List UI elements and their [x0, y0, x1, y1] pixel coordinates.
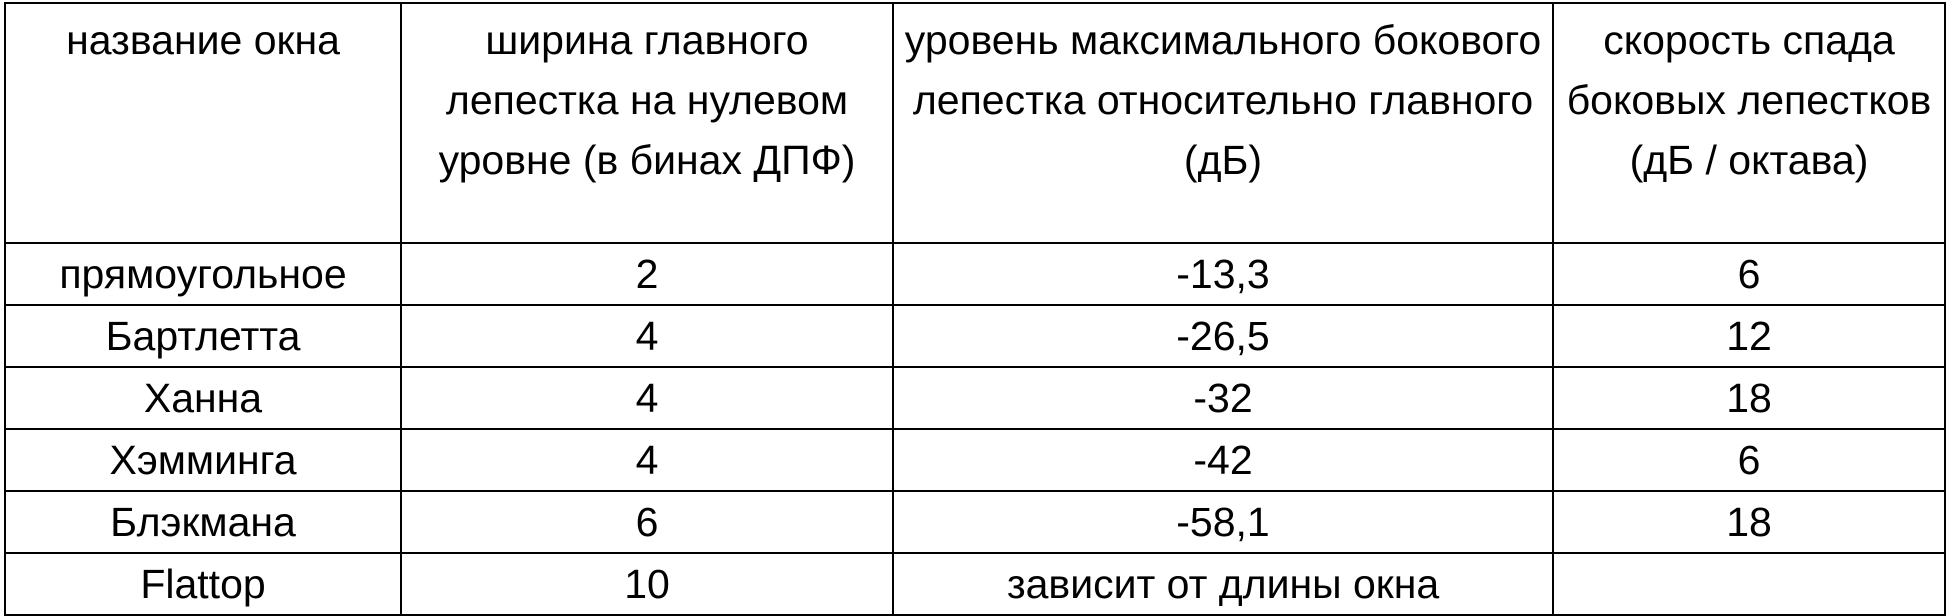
- header-row: название окна ширина главного лепестка н…: [4, 2, 1946, 244]
- cell-window-name: Flattop: [4, 552, 402, 616]
- window-comparison-table: название окна ширина главного лепестка н…: [4, 2, 1946, 616]
- cell-side-lobe-rolloff: [1552, 552, 1946, 616]
- cell-side-lobe-rolloff: 12: [1552, 304, 1946, 368]
- table-row: Хэмминга 4 -42 6: [4, 428, 1946, 492]
- table-row: Flattop 10 зависит от длины окна: [4, 552, 1946, 616]
- table-row: Блэкмана 6 -58,1 18: [4, 490, 1946, 554]
- header-max-side-lobe-level: уровень максимального бокового лепестка …: [892, 2, 1554, 244]
- cell-window-name: Бартлетта: [4, 304, 402, 368]
- cell-main-lobe-width: 6: [400, 490, 894, 554]
- cell-main-lobe-width: 4: [400, 366, 894, 430]
- cell-window-name: Ханна: [4, 366, 402, 430]
- cell-main-lobe-width: 4: [400, 304, 894, 368]
- cell-main-lobe-width: 2: [400, 242, 894, 306]
- header-main-lobe-width: ширина главного лепестка на нулевом уров…: [400, 2, 894, 244]
- header-window-name: название окна: [4, 2, 402, 244]
- cell-max-side-lobe-level: -13,3: [892, 242, 1554, 306]
- cell-max-side-lobe-level: -42: [892, 428, 1554, 492]
- cell-max-side-lobe-level: -26,5: [892, 304, 1554, 368]
- cell-window-name: Блэкмана: [4, 490, 402, 554]
- cell-main-lobe-width: 4: [400, 428, 894, 492]
- cell-side-lobe-rolloff: 18: [1552, 490, 1946, 554]
- table-row: Ханна 4 -32 18: [4, 366, 1946, 430]
- cell-max-side-lobe-level: -32: [892, 366, 1554, 430]
- cell-window-name: Хэмминга: [4, 428, 402, 492]
- table-row: прямоугольное 2 -13,3 6: [4, 242, 1946, 306]
- cell-main-lobe-width: 10: [400, 552, 894, 616]
- cell-side-lobe-rolloff: 18: [1552, 366, 1946, 430]
- header-side-lobe-rolloff: скорость спада боковых лепестков (дБ / о…: [1552, 2, 1946, 244]
- cell-side-lobe-rolloff: 6: [1552, 242, 1946, 306]
- cell-max-side-lobe-level: зависит от длины окна: [892, 552, 1554, 616]
- cell-max-side-lobe-level: -58,1: [892, 490, 1554, 554]
- table-row: Бартлетта 4 -26,5 12: [4, 304, 1946, 368]
- cell-window-name: прямоугольное: [4, 242, 402, 306]
- cell-side-lobe-rolloff: 6: [1552, 428, 1946, 492]
